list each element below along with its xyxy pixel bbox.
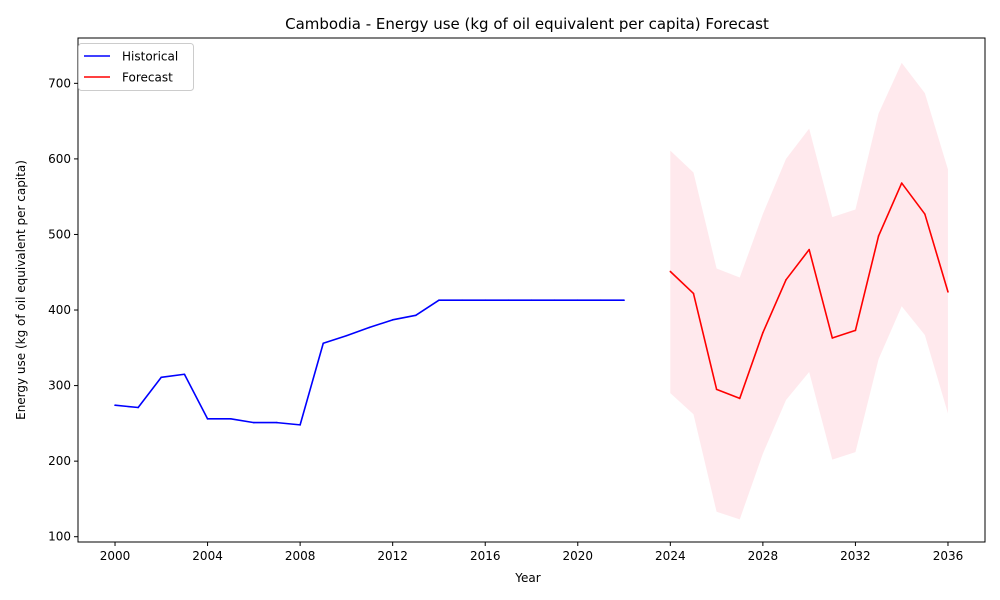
data-point [576, 299, 579, 302]
data-point [738, 397, 741, 400]
x-tick-label: 2008 [285, 549, 316, 563]
data-point [461, 299, 463, 302]
data-point [947, 291, 949, 293]
data-point [762, 331, 764, 334]
data-point [715, 388, 718, 391]
data-point [900, 182, 903, 184]
series-line-layer [114, 182, 949, 426]
confidence-band [670, 62, 948, 520]
x-tick-label: 2020 [563, 549, 594, 563]
data-point [484, 299, 487, 302]
plot-area-frame [77, 37, 986, 543]
legend: Historical Forecast [78, 43, 194, 91]
data-point [785, 278, 787, 281]
data-point [299, 424, 301, 426]
data-point [183, 373, 186, 376]
data-point [808, 248, 810, 251]
x-tick-label: 2028 [748, 549, 779, 563]
data-point [114, 404, 116, 407]
data-point [160, 376, 163, 379]
y-tick-label: 600 [48, 152, 71, 166]
data-point [276, 421, 278, 424]
data-point [137, 406, 139, 409]
data-point [669, 270, 672, 273]
data-point [530, 299, 533, 302]
y-tick-label: 500 [48, 227, 71, 241]
y-axis-ticks: 100 200 300 400 500 600 700 [48, 76, 78, 544]
y-tick-label: 400 [48, 303, 71, 317]
data-point [507, 299, 510, 302]
x-tick-label: 2012 [377, 549, 408, 563]
x-tick-label: 2036 [933, 549, 964, 563]
legend-label-historical: Historical [122, 50, 178, 64]
data-point [345, 334, 348, 337]
x-tick-label: 2016 [470, 549, 501, 563]
y-tick-label: 300 [48, 379, 71, 393]
data-point [229, 418, 232, 420]
legend-label-forecast: Forecast [122, 71, 173, 85]
chart-title: Cambodia - Energy use (kg of oil equival… [285, 15, 769, 33]
data-point [553, 299, 556, 302]
data-point [438, 299, 440, 302]
y-tick-label: 700 [48, 76, 71, 90]
x-tick-label: 2032 [840, 549, 871, 563]
x-axis-label: Year [514, 571, 540, 585]
data-point [322, 342, 325, 345]
data-point [391, 319, 394, 321]
data-point [877, 235, 880, 237]
data-point [924, 213, 926, 215]
x-tick-label: 2024 [655, 549, 686, 563]
data-point [600, 299, 602, 302]
x-axis-ticks: 2000 2004 2008 2012 2016 2020 2024 2028 2032 2036 [100, 542, 964, 563]
y-tick-label: 200 [48, 454, 71, 468]
y-axis-label: Energy use (kg of oil equivalent per cap… [14, 160, 28, 420]
data-point [831, 337, 834, 339]
confidence-band-layer [670, 62, 948, 520]
x-tick-label: 2004 [192, 549, 223, 563]
data-point [253, 421, 255, 424]
data-point [623, 299, 625, 302]
y-tick-label: 100 [48, 530, 71, 544]
data-point [854, 329, 857, 332]
data-point [206, 418, 209, 420]
data-point [415, 314, 417, 317]
data-point [692, 292, 695, 295]
x-tick-label: 2000 [100, 549, 131, 563]
data-point [368, 326, 371, 329]
